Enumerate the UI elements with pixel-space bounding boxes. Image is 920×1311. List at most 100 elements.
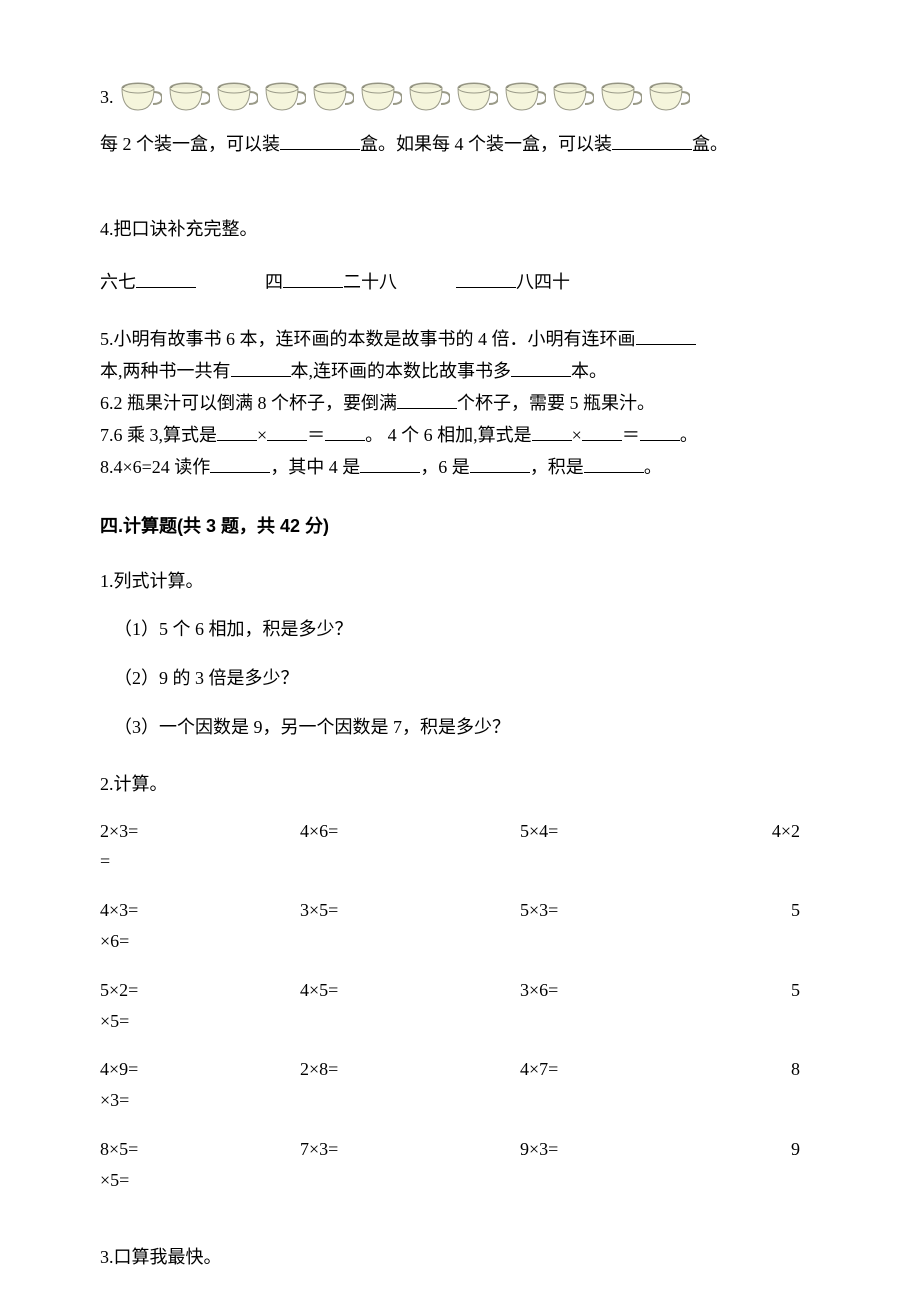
q8-e: 。 <box>644 457 662 477</box>
blank <box>636 327 696 345</box>
q8-a: 8.4×6=24 读作 <box>100 457 210 477</box>
calc-cell: 5 <box>740 974 820 1007</box>
q3-text-post: 盒。 <box>692 134 728 154</box>
calc-cell-continuation: ×6= <box>100 927 300 974</box>
s4q1-item2: （2）9 的 3 倍是多少？ <box>114 664 820 693</box>
q4-prompt: 把口诀补充完整。 <box>114 219 258 239</box>
blank <box>456 270 516 288</box>
s4q1-item1: （1）5 个 6 相加，积是多少？ <box>114 615 820 644</box>
calc-cell: 5×4= <box>520 815 740 848</box>
calc-cell: 8 <box>740 1053 820 1086</box>
cup-icon <box>646 80 690 114</box>
q4-prompt-line: 4.把口诀补充完整。 <box>100 215 820 244</box>
q5-l2a: 本,两种书一共有 <box>100 361 231 381</box>
s4q1-item3: （3）一个因数是 9，另一个因数是 7，积是多少？ <box>114 713 820 742</box>
section-4-header: 四.计算题(共 3 题，共 42 分) <box>100 512 820 541</box>
q8-d: ，积是 <box>530 457 584 477</box>
question-4: 4.把口诀补充完整。 六七 四二十八 八四十 <box>100 215 820 297</box>
q5-l2c: 本。 <box>571 361 607 381</box>
calc-cell-continuation: ×5= <box>100 1166 300 1213</box>
blank <box>210 455 270 473</box>
cup-icon <box>406 80 450 114</box>
cup-icon <box>598 80 642 114</box>
q3-text-mid: 盒。如果每 4 个装一盒，可以装 <box>360 134 612 154</box>
s4q1-header: 1.列式计算。 <box>100 567 820 596</box>
q5-l1a: 5.小明有故事书 6 本，连环画的本数是故事书的 4 倍．小明有连环画 <box>100 329 636 349</box>
calc-cell: 8×5= <box>100 1133 300 1166</box>
calc-cell: 4×7= <box>520 1053 740 1086</box>
calc-cell-continuation: ×3= <box>100 1086 300 1133</box>
cup-icon <box>358 80 402 114</box>
cup-icon <box>550 80 594 114</box>
calc-cell: 9 <box>740 1133 820 1166</box>
q7-c: ＝ <box>307 425 325 445</box>
q4-part2-post: 二十八 <box>343 272 397 292</box>
blank <box>136 270 196 288</box>
q5-line1: 5.小明有故事书 6 本，连环画的本数是故事书的 4 倍．小明有连环画 <box>100 326 820 354</box>
calc-cell: 3×5= <box>300 894 520 927</box>
question-3: 3. 每 2 个装一盒，可以装 盒。如果每 4 个装一盒，可以装 盒。 <box>100 80 820 159</box>
q3-cups-row: 3. <box>100 80 820 114</box>
blank <box>612 132 692 150</box>
calc-cell: 5 <box>740 894 820 927</box>
calc-cell: 5×3= <box>520 894 740 927</box>
blank <box>470 455 530 473</box>
calc-cell: 4×9= <box>100 1053 300 1086</box>
s4-q1: 1.列式计算。 （1）5 个 6 相加，积是多少？ （2）9 的 3 倍是多少？… <box>100 567 820 742</box>
q5-line2: 本,两种书一共有 本,连环画的本数比故事书多 本。 <box>100 358 820 386</box>
q7-f: ＝ <box>622 425 640 445</box>
s4-q2: 2.计算。 2×3=4×6=5×4=4×2=4×3=3×5=5×3=5×6=5×… <box>100 770 820 1213</box>
calc-cell: 4×6= <box>300 815 520 848</box>
calc-cell: 3×6= <box>520 974 740 1007</box>
q3-text-pre: 每 2 个装一盒，可以装 <box>100 134 280 154</box>
questions-5-8: 5.小明有故事书 6 本，连环画的本数是故事书的 4 倍．小明有连环画 本,两种… <box>100 326 820 481</box>
cup-icon <box>454 80 498 114</box>
calc-cell: 2×8= <box>300 1053 520 1086</box>
calc-cell: 2×3= <box>100 815 300 848</box>
q8-line: 8.4×6=24 读作 ，其中 4 是 ，6 是 ，积是 。 <box>100 454 820 482</box>
q7-b: × <box>257 425 267 445</box>
calc-grid: 2×3=4×6=5×4=4×2=4×3=3×5=5×3=5×6=5×2=4×5=… <box>100 815 820 1213</box>
q6-b: 个杯子，需要 5 瓶果汁。 <box>457 393 655 413</box>
blank <box>283 270 343 288</box>
cup-icon <box>262 80 306 114</box>
q7-a: 7.6 乘 3,算式是 <box>100 425 217 445</box>
calc-cell: 9×3= <box>520 1133 740 1166</box>
q6-line: 6.2 瓶果汁可以倒满 8 个杯子，要倒满个杯子，需要 5 瓶果汁。 <box>100 390 820 418</box>
q4-part3-post: 八四十 <box>516 272 570 292</box>
blank <box>325 423 365 441</box>
q4-fill-row: 六七 四二十八 八四十 <box>100 268 820 297</box>
blank <box>640 423 680 441</box>
blank <box>360 455 420 473</box>
cup-icon <box>502 80 546 114</box>
blank <box>584 455 644 473</box>
q7-g: 。 <box>680 425 698 445</box>
blank <box>511 359 571 377</box>
q7-e: × <box>572 425 582 445</box>
cup-icon <box>118 80 162 114</box>
q8-b: ，其中 4 是 <box>270 457 360 477</box>
cup-icon <box>166 80 210 114</box>
blank <box>582 423 622 441</box>
calc-cell-continuation: ×5= <box>100 1007 300 1054</box>
q7-line: 7.6 乘 3,算式是 × ＝ 。 4 个 6 相加,算式是 × ＝ 。 <box>100 422 820 450</box>
blank <box>231 359 291 377</box>
q5-l2b: 本,连环画的本数比故事书多 <box>291 361 512 381</box>
blank <box>532 423 572 441</box>
cup-icon <box>214 80 258 114</box>
q7-d: 。 4 个 6 相加,算式是 <box>365 425 532 445</box>
calc-cell: 4×5= <box>300 974 520 1007</box>
cups-container <box>118 80 690 114</box>
q3-text: 每 2 个装一盒，可以装 盒。如果每 4 个装一盒，可以装 盒。 <box>100 130 820 159</box>
s4q2-header: 2.计算。 <box>100 770 820 799</box>
calc-cell-continuation: = <box>100 847 300 894</box>
q4-part1-pre: 六七 <box>100 272 136 292</box>
q3-number: 3. <box>100 83 114 112</box>
cup-icon <box>310 80 354 114</box>
blank <box>280 132 360 150</box>
blank <box>217 423 257 441</box>
q8-c: ，6 是 <box>420 457 470 477</box>
blank <box>267 423 307 441</box>
calc-cell: 4×2 <box>740 815 820 848</box>
blank <box>397 391 457 409</box>
